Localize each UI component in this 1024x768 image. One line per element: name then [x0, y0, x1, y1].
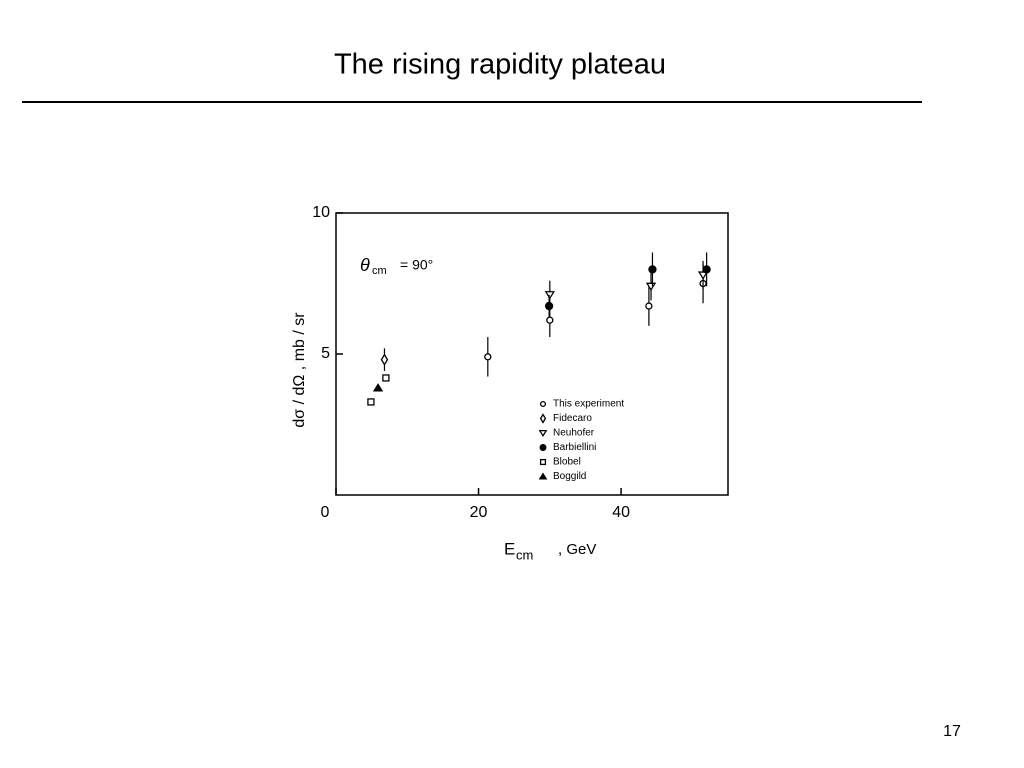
x-label-subscript: cm — [516, 547, 533, 562]
annotation-text: = 90° — [400, 257, 433, 273]
legend-label: Neuhofer — [553, 428, 595, 439]
marker — [380, 353, 389, 366]
marker — [702, 265, 711, 274]
y-tick-label: 5 — [321, 345, 330, 362]
x-tick-label: 20 — [470, 504, 488, 521]
slide-title: The rising rapidity plateau — [334, 49, 666, 81]
legend-label: This experiment — [553, 399, 624, 410]
legend-label: Boggild — [553, 471, 586, 482]
marker — [539, 458, 547, 466]
legend-label: Barbiellini — [553, 442, 596, 453]
marker — [367, 398, 375, 406]
marker — [645, 282, 657, 292]
x-label-symbol: E — [504, 539, 515, 558]
marker — [538, 429, 548, 438]
annotation-subscript: cm — [372, 265, 387, 277]
marker — [697, 271, 709, 280]
marker — [546, 316, 554, 324]
legend-label: Blobel — [553, 457, 581, 468]
marker — [648, 265, 657, 274]
marker — [372, 383, 384, 392]
x-tick-label: 40 — [612, 504, 630, 521]
y-label: dσ / dΩ , mb / sr — [291, 312, 308, 428]
marker — [544, 291, 555, 300]
annotation-symbol: θ — [360, 255, 370, 275]
plot-frame — [335, 212, 729, 496]
page-number: 17 — [943, 723, 961, 740]
marker — [539, 413, 547, 424]
marker — [645, 302, 653, 310]
marker — [539, 444, 547, 451]
x-label-text: , GeV — [558, 541, 596, 558]
marker — [539, 400, 547, 408]
x-tick-label: 0 — [321, 504, 330, 521]
y-tick-label: 10 — [312, 204, 330, 221]
marker — [484, 353, 492, 361]
marker — [538, 472, 548, 480]
legend-label: Fidecaro — [553, 413, 592, 424]
marker — [544, 301, 554, 311]
marker — [382, 374, 390, 382]
